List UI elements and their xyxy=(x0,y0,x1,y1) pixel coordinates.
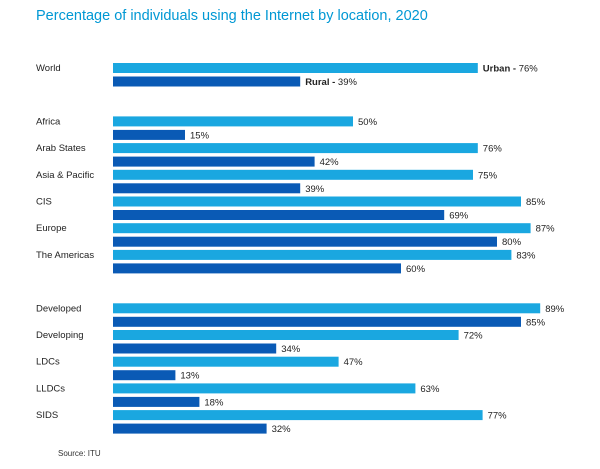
value-label-rural-sids: 32% xyxy=(272,424,292,435)
value-label-urban-lldcs: 63% xyxy=(420,384,440,395)
value-label-urban-asia-pacific: 75% xyxy=(478,170,498,181)
bar-rural-ldcs xyxy=(113,370,176,381)
chart-title: Percentage of individuals using the Inte… xyxy=(36,8,428,24)
category-label-the-americas: The Americas xyxy=(36,250,94,261)
bar-urban-developing xyxy=(113,330,459,340)
bar-urban-europe xyxy=(113,223,531,234)
value-label-rural-world: Rural - 39% xyxy=(305,77,357,88)
bar-rural-lldcs xyxy=(113,396,200,407)
value-label-urban-europe: 87% xyxy=(536,224,556,235)
value-label-rural-the-americas: 60% xyxy=(406,264,426,275)
bar-rural-sids xyxy=(113,423,267,434)
value-label-urban-developing: 72% xyxy=(464,331,484,342)
value-label-urban-arab-states: 76% xyxy=(483,144,503,155)
value-label-urban-developed: 89% xyxy=(545,304,565,315)
value-label-urban-the-americas: 83% xyxy=(516,250,536,261)
value-label-rural-cis: 69% xyxy=(449,211,469,222)
bar-urban-arab-states xyxy=(113,143,478,154)
bar-rural-developed xyxy=(113,316,521,327)
bar-urban-the-americas xyxy=(113,249,512,260)
value-label-rural-asia-pacific: 39% xyxy=(305,184,325,195)
bar-urban-cis xyxy=(113,196,521,207)
bar-urban-sids xyxy=(113,410,483,421)
value-label-rural-developing: 34% xyxy=(281,344,301,355)
bar-rural-world xyxy=(113,76,301,87)
value-label-rural-arab-states: 42% xyxy=(320,157,340,168)
bar-rural-europe xyxy=(113,236,497,247)
chart-source-note: Source: ITU xyxy=(58,449,101,458)
value-label-urban-cis: 85% xyxy=(526,197,546,208)
category-label-world: World xyxy=(36,63,61,74)
value-label-urban-ldcs: 47% xyxy=(344,357,364,368)
bar-rural-asia-pacific xyxy=(113,183,301,194)
bar-urban-africa xyxy=(113,116,353,127)
value-label-urban-sids: 77% xyxy=(488,411,508,422)
category-label-developing: Developing xyxy=(36,330,84,341)
value-label-rural-africa: 15% xyxy=(190,130,210,141)
bar-urban-ldcs xyxy=(113,356,339,367)
bar-rural-developing xyxy=(113,343,277,354)
category-label-ldcs: LDCs xyxy=(36,357,60,368)
value-label-rural-europe: 80% xyxy=(502,237,522,248)
category-label-arab-states: Arab States xyxy=(36,143,86,154)
bar-rural-africa xyxy=(113,129,185,140)
bar-urban-developed xyxy=(113,303,541,314)
bar-rural-cis xyxy=(113,210,445,220)
category-label-sids: SIDS xyxy=(36,410,58,421)
category-label-lldcs: LLDCs xyxy=(36,383,65,394)
category-label-europe: Europe xyxy=(36,223,67,234)
value-label-urban-world: Urban - 76% xyxy=(483,64,538,75)
bar-rural-the-americas xyxy=(113,263,401,274)
value-label-urban-africa: 50% xyxy=(358,117,378,128)
value-label-rural-lldcs: 18% xyxy=(204,397,224,408)
category-label-africa: Africa xyxy=(36,116,61,127)
category-label-developed: Developed xyxy=(36,303,81,314)
value-label-rural-ldcs: 13% xyxy=(180,371,200,382)
bar-urban-lldcs xyxy=(113,383,416,394)
bar-rural-arab-states xyxy=(113,156,315,167)
category-label-asia-pacific: Asia & Pacific xyxy=(36,170,94,181)
bar-urban-world xyxy=(113,63,478,73)
category-label-cis: CIS xyxy=(36,197,52,208)
value-label-rural-developed: 85% xyxy=(526,317,546,328)
bar-urban-asia-pacific xyxy=(113,169,473,180)
